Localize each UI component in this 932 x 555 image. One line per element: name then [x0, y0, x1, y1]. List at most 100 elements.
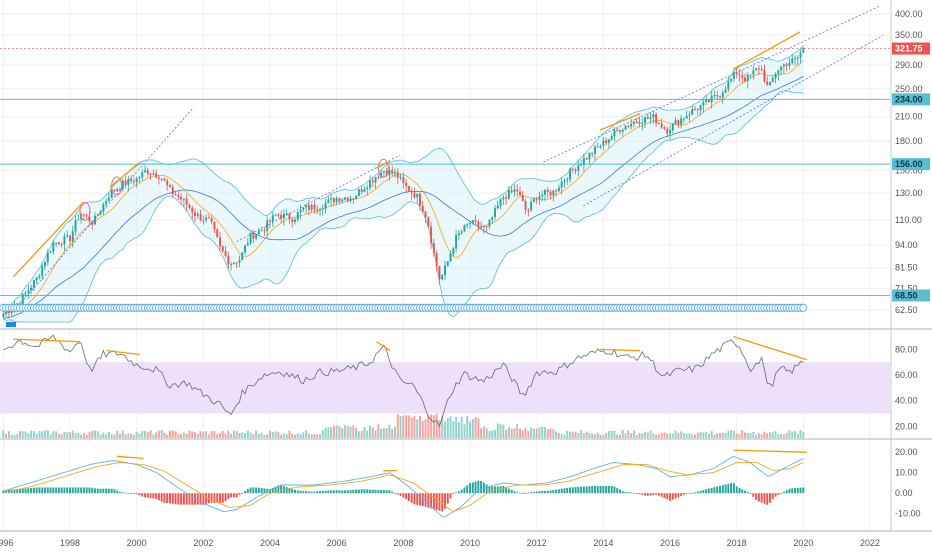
candle-body[interactable]: [535, 198, 538, 200]
event-marker[interactable]: [799, 303, 808, 312]
volume-bar[interactable]: [474, 417, 477, 438]
macd-histogram-bar[interactable]: [630, 492, 633, 494]
candle-body[interactable]: [2, 314, 5, 318]
volume-bar[interactable]: [194, 431, 196, 438]
candle-body[interactable]: [663, 127, 666, 129]
candle-body[interactable]: [180, 196, 183, 200]
macd-histogram-bar[interactable]: [60, 487, 63, 494]
candle-body[interactable]: [544, 189, 546, 195]
macd-histogram-bar[interactable]: [521, 493, 524, 494]
candle-body[interactable]: [310, 204, 313, 210]
macd-histogram-bar[interactable]: [571, 487, 574, 494]
candle-body[interactable]: [166, 180, 169, 186]
volume-bar[interactable]: [399, 415, 402, 438]
macd-histogram-bar[interactable]: [741, 489, 744, 494]
volume-bar[interactable]: [388, 424, 391, 438]
volume-bar[interactable]: [599, 434, 602, 438]
candle-body[interactable]: [69, 235, 71, 242]
candle-body[interactable]: [660, 123, 663, 128]
candle-body[interactable]: [632, 121, 635, 124]
macd-histogram-bar[interactable]: [449, 493, 452, 499]
macd-histogram-bar[interactable]: [360, 489, 363, 494]
volume-bar[interactable]: [41, 431, 44, 438]
macd-histogram-bar[interactable]: [252, 487, 255, 494]
volume-bar[interactable]: [530, 427, 533, 438]
volume-bar[interactable]: [419, 415, 421, 438]
candle-body[interactable]: [652, 114, 655, 118]
macd-histogram-bar[interactable]: [519, 492, 521, 494]
macd-histogram-bar[interactable]: [610, 486, 613, 494]
macd-histogram-bar[interactable]: [632, 492, 635, 494]
candle-body[interactable]: [644, 117, 646, 123]
candle-body[interactable]: [521, 194, 524, 202]
candle-body[interactable]: [391, 170, 394, 174]
volume-bar[interactable]: [305, 430, 308, 438]
candle-body[interactable]: [255, 234, 258, 239]
volume-bar[interactable]: [585, 431, 588, 438]
macd-histogram-bar[interactable]: [638, 493, 641, 494]
macd-histogram-bar[interactable]: [316, 491, 319, 494]
candle-body[interactable]: [66, 235, 69, 237]
candle-body[interactable]: [127, 178, 130, 185]
candle-body[interactable]: [635, 121, 638, 123]
candle-body[interactable]: [91, 221, 94, 225]
macd-histogram-bar[interactable]: [396, 493, 399, 495]
macd-histogram-bar[interactable]: [35, 487, 38, 494]
macd-histogram-bar[interactable]: [160, 493, 163, 502]
macd-histogram-bar[interactable]: [27, 488, 30, 494]
candle-body[interactable]: [121, 180, 124, 190]
candle-body[interactable]: [410, 191, 413, 193]
macd-histogram-bar[interactable]: [207, 493, 210, 504]
volume-bar[interactable]: [519, 428, 521, 438]
volume-bar[interactable]: [202, 431, 205, 438]
volume-bar[interactable]: [2, 430, 5, 438]
candle-body[interactable]: [380, 172, 383, 178]
candle-body[interactable]: [452, 248, 455, 254]
macd-histogram-bar[interactable]: [213, 493, 216, 503]
macd-histogram-bar[interactable]: [694, 492, 696, 494]
volume-bar[interactable]: [299, 434, 302, 438]
macd-histogram-bar[interactable]: [780, 493, 783, 494]
volume-bar[interactable]: [424, 419, 427, 438]
candle-body[interactable]: [27, 290, 30, 293]
volume-bar[interactable]: [13, 434, 16, 438]
volume-bar[interactable]: [655, 434, 658, 438]
candle-body[interactable]: [346, 197, 349, 201]
volume-bar[interactable]: [466, 415, 469, 438]
volume-bar[interactable]: [152, 434, 155, 438]
macd-histogram-bar[interactable]: [202, 493, 205, 505]
macd-histogram-bar[interactable]: [169, 493, 171, 504]
volume-bar[interactable]: [491, 430, 494, 438]
macd-histogram-bar[interactable]: [544, 490, 546, 494]
volume-bar[interactable]: [413, 416, 416, 438]
macd-histogram-bar[interactable]: [280, 485, 283, 494]
macd-histogram-bar[interactable]: [230, 493, 233, 498]
candle-body[interactable]: [741, 75, 744, 78]
volume-bar[interactable]: [288, 430, 291, 438]
volume-bar[interactable]: [27, 433, 30, 438]
volume-bar[interactable]: [410, 417, 413, 438]
volume-bar[interactable]: [716, 433, 719, 438]
volume-bar[interactable]: [71, 430, 74, 438]
volume-bar[interactable]: [66, 432, 69, 438]
volume-bar[interactable]: [271, 432, 274, 438]
macd-histogram-bar[interactable]: [263, 488, 266, 494]
macd-histogram-bar[interactable]: [591, 486, 594, 494]
macd-histogram-bar[interactable]: [338, 490, 341, 494]
macd-histogram-bar[interactable]: [55, 487, 58, 494]
macd-histogram-bar[interactable]: [374, 489, 377, 494]
volume-bar[interactable]: [549, 428, 552, 438]
macd-histogram-bar[interactable]: [144, 493, 146, 498]
macd-histogram-bar[interactable]: [238, 493, 241, 496]
volume-bar[interactable]: [638, 432, 641, 438]
macd-histogram-bar[interactable]: [124, 492, 127, 494]
candle-body[interactable]: [585, 158, 588, 160]
macd-histogram-bar[interactable]: [588, 486, 591, 494]
macd-histogram-bar[interactable]: [796, 487, 799, 494]
volume-bar[interactable]: [341, 427, 344, 438]
macd-histogram-bar[interactable]: [177, 493, 180, 505]
candle-body[interactable]: [582, 158, 585, 165]
macd-histogram-bar[interactable]: [510, 489, 513, 494]
macd-histogram-bar[interactable]: [244, 491, 246, 494]
macd-histogram-bar[interactable]: [157, 493, 160, 501]
